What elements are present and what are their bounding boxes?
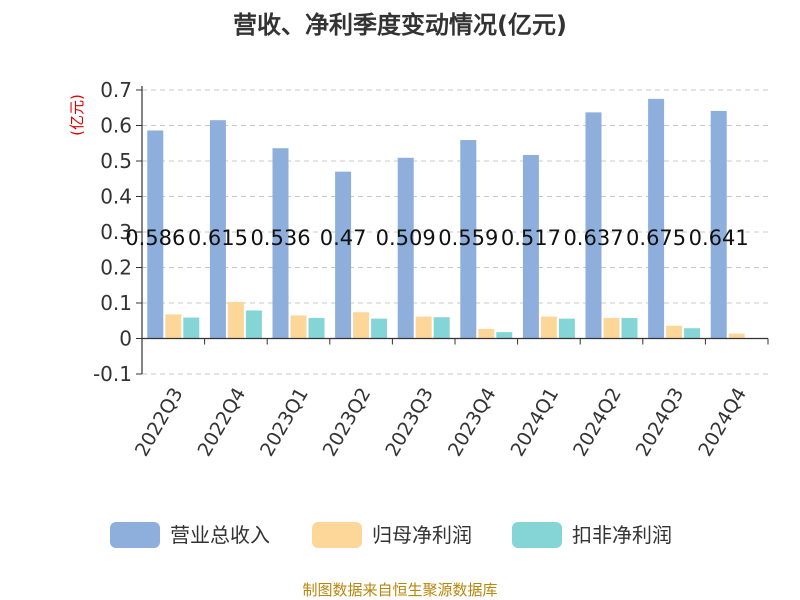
bar-deducted-profit: [245, 310, 262, 339]
bar-net-profit: [478, 328, 495, 339]
x-tick-label: 2023Q3: [381, 384, 438, 460]
legend-label: 归母净利润: [372, 523, 472, 547]
bar-revenue: [585, 112, 602, 339]
legend-swatch: [512, 522, 562, 548]
legend-label: 营业总收入: [170, 523, 270, 547]
bar-value-label: 0.509: [376, 226, 436, 250]
bars: [147, 98, 745, 339]
x-tick-label: 2024Q4: [694, 384, 751, 460]
bar-value-label: 0.559: [438, 226, 498, 250]
data-labels: 0.586 0.615 0.536 0.47 0.509 0.559 0.517 0.637 0…: [125, 226, 749, 250]
x-tick-label: 2024Q2: [569, 384, 626, 460]
bar-net-profit: [290, 315, 307, 339]
legend: 营业总收入 归母净利润 扣非净利润: [110, 522, 672, 548]
y-tick-label: 0.1: [100, 291, 132, 315]
y-tick-label: 0.7: [100, 78, 132, 102]
y-tick-label: 0.3: [100, 220, 132, 244]
bar-net-profit: [728, 333, 745, 339]
bar-net-profit: [227, 301, 244, 339]
bar-value-label: 0.517: [501, 226, 561, 250]
bar-deducted-profit: [183, 317, 200, 339]
bar-value-label: 0.586: [125, 226, 185, 250]
bar-net-profit: [540, 316, 557, 339]
bar-net-profit: [165, 314, 182, 339]
bar-value-label: 0.641: [689, 226, 749, 250]
y-tick-label: -0.1: [93, 362, 132, 386]
y-unit-label: (亿元): [68, 94, 86, 136]
x-axis: 2022Q3 2022Q4 2023Q1 2023Q2 2023Q3 2023Q4 2024…: [131, 337, 769, 460]
bar-revenue: [272, 148, 289, 339]
y-tick-label: 0.5: [100, 149, 132, 173]
bar-value-label: 0.536: [250, 226, 310, 250]
bar-net-profit: [415, 316, 432, 339]
bar-deducted-profit: [621, 317, 638, 339]
x-tick-label: 2023Q2: [319, 384, 376, 460]
bar-net-profit: [603, 317, 620, 339]
x-tick-label: 2022Q3: [131, 384, 188, 460]
chart-title: 营收、净利季度变动情况(亿元): [233, 11, 567, 39]
y-axis: 0.7 0.6 0.5 0.4 0.3 0.2 0.1 0 -0.1: [93, 78, 143, 386]
bar-value-label: 0.615: [188, 226, 248, 250]
bar-deducted-profit: [433, 317, 450, 339]
legend-swatch: [110, 522, 160, 548]
legend-label: 扣非净利润: [572, 523, 672, 547]
bar-value-label: 0.637: [563, 226, 623, 250]
bar-revenue: [710, 110, 727, 339]
source-note: 制图数据来自恒生聚源数据库: [302, 581, 497, 599]
x-tick-label: 2024Q1: [506, 384, 563, 460]
y-tick-label: 0: [119, 327, 132, 351]
bar-revenue: [460, 140, 477, 339]
bar-deducted-profit: [684, 328, 701, 339]
bar-revenue: [648, 98, 665, 339]
bar-net-profit: [353, 312, 370, 339]
bar-net-profit: [666, 325, 683, 339]
bar-revenue: [335, 171, 352, 339]
bar-deducted-profit: [496, 332, 513, 339]
bar-value-label: 0.47: [320, 226, 367, 250]
bar-value-label: 0.675: [626, 226, 686, 250]
bar-deducted-profit: [558, 318, 575, 339]
y-tick-label: 0.6: [100, 114, 132, 138]
bar-revenue: [209, 120, 226, 339]
bar-revenue: [397, 157, 414, 339]
x-tick-label: 2024Q3: [632, 384, 689, 460]
bar-deducted-profit: [308, 317, 325, 339]
legend-swatch: [312, 522, 362, 548]
bar-deducted-profit: [371, 318, 388, 339]
x-tick-label: 2023Q1: [256, 384, 313, 460]
bar-revenue: [522, 154, 539, 339]
y-tick-label: 0.4: [100, 185, 132, 209]
x-tick-label: 2022Q4: [193, 384, 250, 460]
y-tick-label: 0.2: [100, 256, 132, 280]
x-tick-label: 2023Q4: [444, 384, 501, 460]
bar-revenue: [147, 130, 164, 339]
